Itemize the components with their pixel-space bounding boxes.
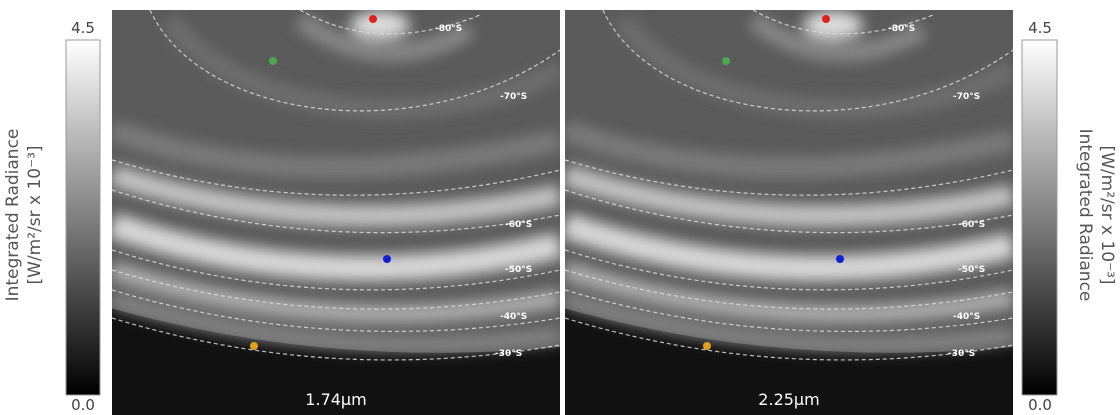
colorbar — [1021, 39, 1058, 396]
axis-label: Integrated Radiance — [1075, 129, 1095, 302]
colorbar — [65, 39, 101, 396]
latitude-label: -70°S — [953, 92, 980, 102]
latitude-label: -80°S — [435, 24, 462, 34]
latitude-label: -50°S — [505, 265, 532, 275]
colorbar-min: 0.0 — [71, 396, 95, 414]
latitude-label: -70°S — [500, 92, 527, 102]
axis-label: [W/m²/sr x 10⁻³] — [25, 145, 45, 284]
colorbar-max: 4.5 — [1028, 19, 1052, 37]
colorbar-max: 4.5 — [71, 19, 95, 37]
wavelength-label: 2.25μm — [758, 390, 819, 409]
axis-label: [W/m²/sr x 10⁻³] — [1097, 145, 1117, 284]
latitude-label: -60°S — [958, 220, 985, 230]
latitude-label: -30°S — [948, 349, 975, 359]
colorbar-min: 0.0 — [1028, 396, 1052, 414]
latitude-label: -40°S — [953, 312, 980, 322]
latitude-label: -30°S — [495, 349, 522, 359]
latitude-label: -80°S — [888, 24, 915, 34]
latitude-label: -60°S — [505, 220, 532, 230]
wavelength-label: 1.74μm — [305, 390, 366, 409]
latitude-label: -40°S — [500, 312, 527, 322]
latitude-label: -50°S — [958, 265, 985, 275]
axis-label: Integrated Radiance — [3, 129, 23, 302]
